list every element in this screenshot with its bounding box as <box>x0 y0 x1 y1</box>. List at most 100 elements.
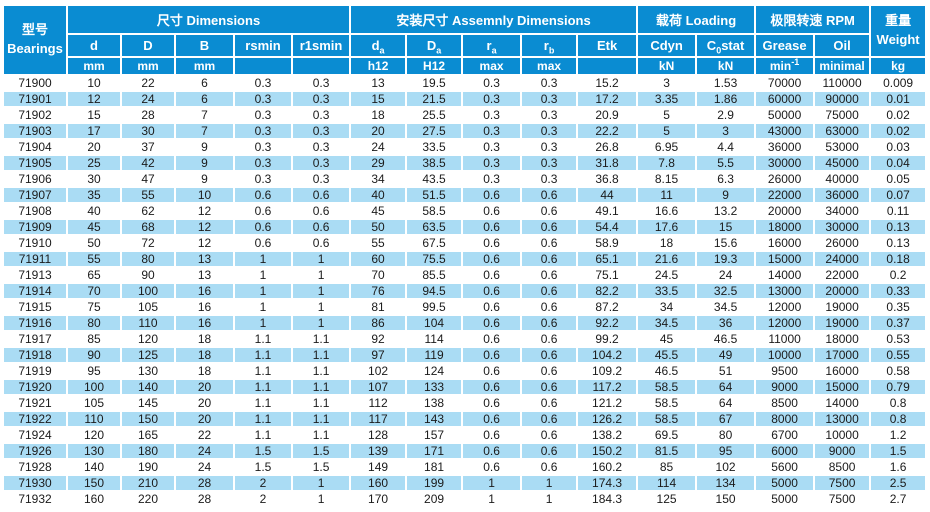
table-cell: 117 <box>351 412 406 426</box>
table-cell: 18 <box>638 236 696 250</box>
unit-rsmin <box>235 58 291 74</box>
table-cell: 100 <box>68 380 120 394</box>
table-cell: 0.11 <box>871 204 926 218</box>
table-cell: 19000 <box>815 300 870 314</box>
table-cell: 1 <box>293 284 350 298</box>
table-cell: 15.2 <box>578 76 637 90</box>
table-cell: 0.02 <box>871 124 926 138</box>
table-cell: 0.6 <box>522 428 577 442</box>
bearing-model-cell: 71914 <box>4 284 66 298</box>
table-row: 71920 100 140 20 1.1 1.1 107 133 0.6 0.6 117.2 58.5… <box>4 380 926 394</box>
table-cell: 20 <box>351 124 406 138</box>
table-cell: 14000 <box>756 268 814 282</box>
table-cell: 95 <box>697 444 755 458</box>
table-cell: 0.6 <box>293 188 350 202</box>
table-cell: 0.3 <box>293 140 350 154</box>
table-cell: 0.6 <box>293 236 350 250</box>
table-cell: 5600 <box>756 460 814 474</box>
table-cell: 20 <box>176 396 233 410</box>
table-cell: 63.5 <box>407 220 462 234</box>
col-header-bearings-en: Bearings <box>7 41 63 56</box>
table-cell: 0.53 <box>871 332 926 346</box>
table-cell: 40 <box>351 188 406 202</box>
table-cell: 1.1 <box>235 348 291 362</box>
table-cell: 0.6 <box>463 396 521 410</box>
table-cell: 65.1 <box>578 252 637 266</box>
table-cell: 38.5 <box>407 156 462 170</box>
table-cell: 1 <box>293 316 350 330</box>
table-cell: 117.2 <box>578 380 637 394</box>
table-cell: 36 <box>697 316 755 330</box>
table-cell: 86 <box>351 316 406 330</box>
table-cell: 18000 <box>815 332 870 346</box>
bearing-model-cell: 71900 <box>4 76 66 90</box>
table-cell: 28 <box>176 476 233 490</box>
table-cell: 0.3 <box>463 76 521 90</box>
table-cell: 75.5 <box>407 252 462 266</box>
table-cell: 42 <box>122 156 174 170</box>
table-row: 71900 10 22 6 0.3 0.3 13 19.5 0.3 0.3 15.2 3 1.53 700… <box>4 76 926 90</box>
col-header-Da: Da <box>407 35 462 56</box>
unit-Da: H12 <box>407 58 462 74</box>
col-header-weight-en: Weight <box>876 32 920 47</box>
table-cell: 0.04 <box>871 156 926 170</box>
table-cell: 55 <box>351 236 406 250</box>
table-cell: 133 <box>407 380 462 394</box>
table-cell: 13 <box>176 268 233 282</box>
table-cell: 7 <box>176 108 233 122</box>
table-cell: 0.6 <box>235 188 291 202</box>
table-cell: 0.8 <box>871 396 926 410</box>
table-row: 71924 120 165 22 1.1 1.1 128 157 0.6 0.6 138.2 69.5… <box>4 428 926 442</box>
table-cell: 0.3 <box>293 156 350 170</box>
table-cell: 49 <box>697 348 755 362</box>
table-cell: 8500 <box>815 460 870 474</box>
table-cell: 110 <box>68 412 120 426</box>
table-cell: 130 <box>122 364 174 378</box>
table-cell: 5000 <box>756 476 814 490</box>
table-cell: 210 <box>122 476 174 490</box>
table-cell: 3 <box>697 124 755 138</box>
table-cell: 165 <box>122 428 174 442</box>
col-header-r1smin: r1smin <box>293 35 350 56</box>
table-cell: 0.03 <box>871 140 926 154</box>
table-cell: 124 <box>407 364 462 378</box>
table-cell: 1 <box>293 476 350 490</box>
table-cell: 0.6 <box>522 364 577 378</box>
col-header-da: da <box>351 35 406 56</box>
table-cell: 87.2 <box>578 300 637 314</box>
table-cell: 0.3 <box>522 172 577 186</box>
table-row: 71916 80 110 16 1 1 86 104 0.6 0.6 92.2 34.5 36 12000… <box>4 316 926 330</box>
table-cell: 119 <box>407 348 462 362</box>
table-cell: 22 <box>176 428 233 442</box>
table-cell: 12 <box>68 92 120 106</box>
table-cell: 51.5 <box>407 188 462 202</box>
bearing-model-cell: 71926 <box>4 444 66 458</box>
table-cell: 30000 <box>815 220 870 234</box>
table-cell: 5 <box>638 108 696 122</box>
table-cell: 0.6 <box>235 236 291 250</box>
table-cell: 94.5 <box>407 284 462 298</box>
table-cell: 46.5 <box>697 332 755 346</box>
table-cell: 0.07 <box>871 188 926 202</box>
table-cell: 21.6 <box>638 252 696 266</box>
bearing-model-cell: 71910 <box>4 236 66 250</box>
table-cell: 0.2 <box>871 268 926 282</box>
table-row: 71909 45 68 12 0.6 0.6 50 63.5 0.6 0.6 54.4 17.6 15 1… <box>4 220 926 234</box>
table-cell: 26000 <box>815 236 870 250</box>
bearing-model-cell: 71916 <box>4 316 66 330</box>
table-cell: 54.4 <box>578 220 637 234</box>
table-cell: 150.2 <box>578 444 637 458</box>
table-cell: 199 <box>407 476 462 490</box>
table-cell: 16 <box>176 300 233 314</box>
table-cell: 0.3 <box>522 124 577 138</box>
table-row: 71926 130 180 24 1.5 1.5 139 171 0.6 0.6 150.2 81.5… <box>4 444 926 458</box>
table-cell: 18 <box>176 364 233 378</box>
table-cell: 1 <box>235 252 291 266</box>
table-cell: 99.2 <box>578 332 637 346</box>
table-cell: 1.1 <box>235 380 291 394</box>
table-cell: 0.6 <box>463 412 521 426</box>
table-body: 71900 10 22 6 0.3 0.3 13 19.5 0.3 0.3 15.2 3 1.53 700… <box>4 76 926 506</box>
table-cell: 0.6 <box>463 268 521 282</box>
table-cell: 0.3 <box>235 76 291 90</box>
table-cell: 63000 <box>815 124 870 138</box>
